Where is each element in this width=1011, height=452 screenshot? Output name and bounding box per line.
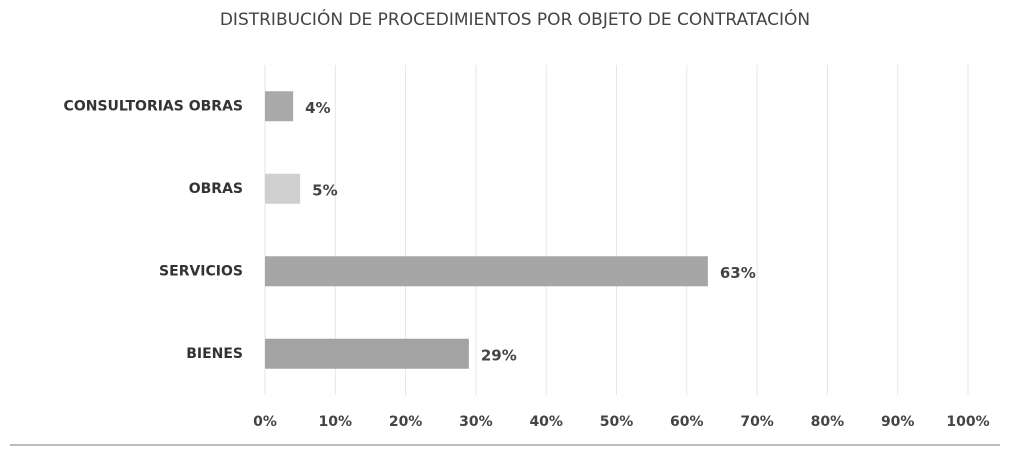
x-tick-label: 80% (811, 414, 845, 430)
y-tick-label: OBRAS (189, 181, 243, 197)
value-label: 63% (720, 264, 756, 282)
bar (265, 173, 301, 204)
value-label: 4% (305, 99, 330, 117)
x-tick-label: 70% (740, 414, 774, 430)
x-tick-label: 50% (600, 414, 634, 430)
y-tick-label: CONSULTORIAS OBRAS (64, 98, 243, 114)
x-tick-label: 40% (529, 414, 563, 430)
y-tick-label: SERVICIOS (159, 263, 243, 279)
x-tick-label: 90% (881, 414, 915, 430)
bar (265, 338, 469, 369)
bar (265, 91, 294, 122)
y-tick-label: BIENES (186, 346, 243, 362)
x-tick-label: 60% (670, 414, 704, 430)
x-tick-label: 30% (459, 414, 493, 430)
value-label: 29% (481, 346, 517, 364)
x-tick-label: 10% (319, 414, 353, 430)
x-tick-label: 20% (389, 414, 423, 430)
chart-title: DISTRIBUCIÓN DE PROCEDIMIENTOS POR OBJET… (220, 8, 810, 30)
x-tick-label: 0% (253, 414, 277, 430)
bar (265, 256, 708, 287)
value-label: 5% (312, 181, 337, 199)
x-tick-label: 100% (946, 414, 989, 430)
